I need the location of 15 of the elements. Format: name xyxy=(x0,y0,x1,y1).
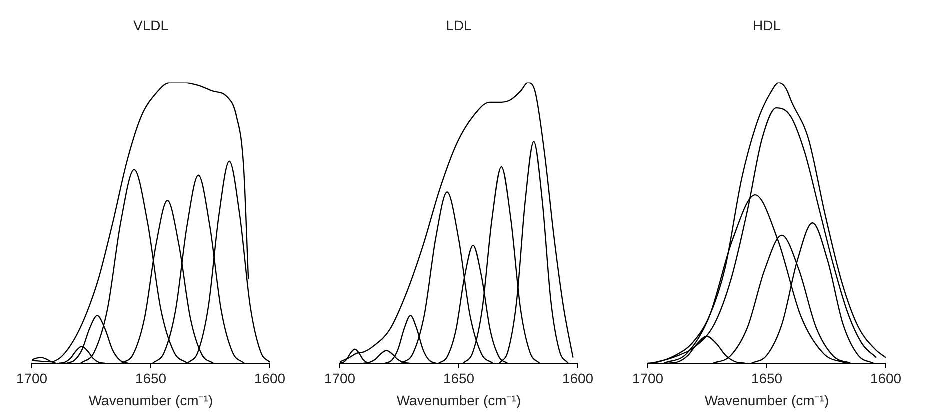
x-tick-label: 1600 xyxy=(870,370,902,387)
x-tick-label: 1650 xyxy=(443,370,475,387)
x-tick-label: 1700 xyxy=(324,370,356,387)
x-tick-label: 1700 xyxy=(16,370,48,387)
x-tick-label: 1650 xyxy=(135,370,167,387)
x-tick-label: 1600 xyxy=(254,370,286,387)
x-axis-title: Wavenumber (cm⁻¹) xyxy=(704,392,830,408)
chart-title: VLDL xyxy=(133,17,169,34)
x-tick-label: 1650 xyxy=(751,370,783,387)
x-tick-label: 1600 xyxy=(562,370,594,387)
chart-title: HDL xyxy=(752,17,782,34)
x-axis-title: Wavenumber (cm⁻¹) xyxy=(396,392,522,408)
chart-title: LDL xyxy=(446,17,472,34)
x-axis-title: Wavenumber (cm⁻¹) xyxy=(88,392,214,408)
x-tick-label: 1700 xyxy=(632,370,664,387)
